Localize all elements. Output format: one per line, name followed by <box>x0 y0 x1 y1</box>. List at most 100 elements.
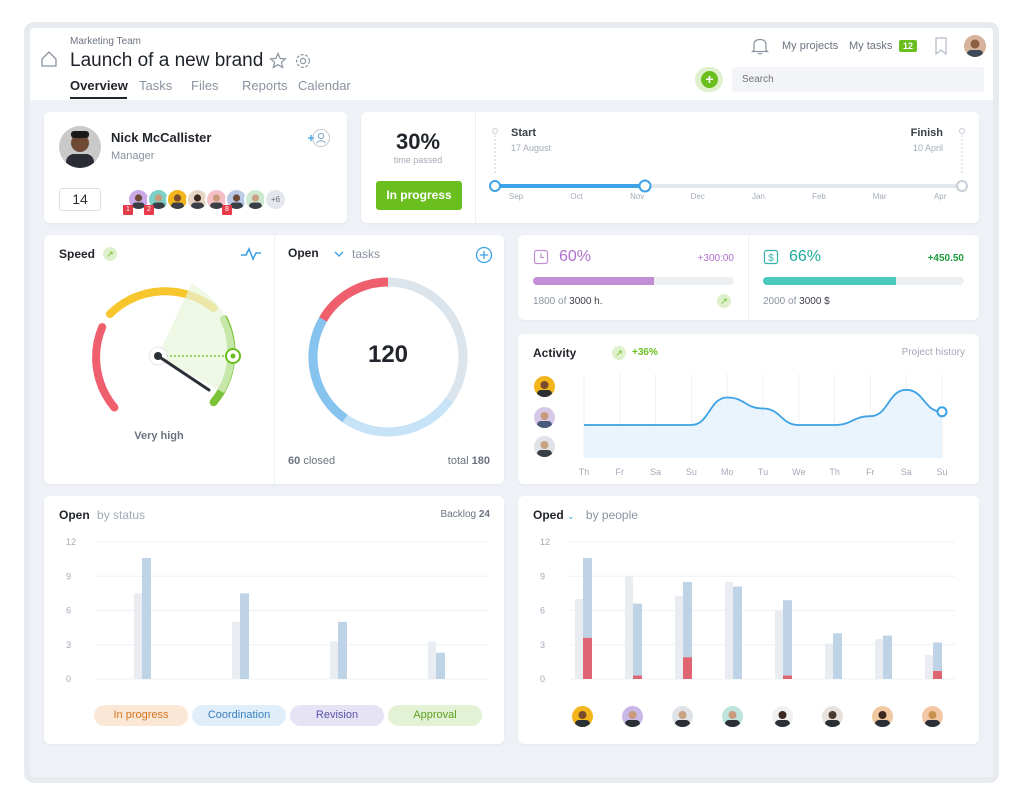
activity-day-label: Th <box>829 467 840 477</box>
person-avatar[interactable] <box>822 706 843 727</box>
person-avatar[interactable] <box>622 706 643 727</box>
y-tick-label: 3 <box>540 640 545 650</box>
search-input[interactable] <box>732 67 972 92</box>
member-avatar[interactable] <box>244 188 267 211</box>
total-summary: total 180 <box>448 455 490 467</box>
home-icon[interactable] <box>40 50 58 68</box>
bar-light <box>875 639 883 679</box>
timeline-end-handle <box>956 180 968 192</box>
user-avatar[interactable] <box>964 35 986 57</box>
bar-blue <box>142 557 151 679</box>
by-people-subtitle: by people <box>585 508 638 522</box>
bar-light <box>925 655 933 679</box>
by-status-bar-chart: 12 9 6 3 0 <box>66 537 489 684</box>
hours-percent: 60% <box>559 248 592 265</box>
status-pill-coordination[interactable]: Coordination <box>192 705 286 726</box>
clock-icon <box>533 249 549 265</box>
tab-overview[interactable]: Overview <box>70 78 128 93</box>
add-button[interactable]: + <box>695 67 723 92</box>
person-avatar[interactable] <box>722 706 743 727</box>
team-label[interactable]: Marketing Team <box>70 36 141 47</box>
person-avatar[interactable] <box>922 706 943 727</box>
bar-light <box>625 576 633 679</box>
activity-day-label: Mo <box>721 467 734 477</box>
tab-files[interactable]: Files <box>191 78 219 93</box>
gear-icon[interactable] <box>294 52 312 70</box>
timeline-track <box>489 128 968 193</box>
bar-red <box>783 675 792 679</box>
status-button[interactable]: In progress <box>376 181 462 210</box>
bar-light <box>825 643 833 679</box>
star-icon[interactable] <box>269 52 287 70</box>
bookmark-icon[interactable] <box>934 36 948 56</box>
search-box[interactable] <box>732 67 984 92</box>
timeline-month-label: Mar <box>872 192 887 201</box>
timeline-month-label: Apr <box>933 192 947 201</box>
activity-person-avatar[interactable] <box>534 407 555 428</box>
speed-gauge <box>92 283 241 412</box>
activity-last-point <box>936 406 948 418</box>
manager-avatar[interactable] <box>59 126 101 168</box>
y-tick-label: 12 <box>66 537 76 547</box>
trend-up-icon: ↗ <box>612 346 626 360</box>
page-title: Launch of a new brand <box>70 50 264 71</box>
timeline-card: 30% time passed In progress Start 17 Aug… <box>361 112 979 223</box>
tab-tasks[interactable]: Tasks <box>139 78 173 93</box>
bar-blue <box>733 586 742 679</box>
person-avatar[interactable] <box>772 706 793 727</box>
status-pill-in-progress[interactable]: In progress <box>94 705 188 726</box>
closed-summary: 60 closed <box>288 455 335 467</box>
timeline-month-label: Nov <box>630 192 645 201</box>
hours-total: 3000 h. <box>569 296 603 307</box>
by-people-card: Oped ⌄ by people 12 9 6 3 0 <box>518 496 979 744</box>
bar-red <box>583 637 592 679</box>
backlog-summary[interactable]: Backlog 24 <box>441 509 490 520</box>
project-history-link[interactable]: Project history <box>901 347 965 358</box>
app-frame: Marketing Team Launch of a new brand Ove… <box>24 22 999 783</box>
tasks-total-value: 120 <box>367 341 409 368</box>
manager-name[interactable]: Nick McCallister <box>111 130 212 145</box>
bar-blue <box>883 635 892 679</box>
my-tasks-link[interactable]: My tasks <box>849 40 893 52</box>
timeline-month-label: Dec <box>690 192 705 201</box>
by-status-heading: Open by status <box>59 508 145 522</box>
divider <box>274 235 275 484</box>
finish-date: 10 April <box>912 143 943 153</box>
tab-calendar[interactable]: Calendar <box>298 78 351 93</box>
bell-icon[interactable] <box>750 36 770 56</box>
timeline-month-label: Feb <box>812 192 826 201</box>
activity-person-avatar[interactable] <box>534 436 555 457</box>
activity-day-label: Th <box>579 467 590 477</box>
chevron-down-icon[interactable]: ⌄ <box>567 511 575 521</box>
time-passed-label: time passed <box>393 155 443 165</box>
add-member-icon[interactable] <box>306 128 330 150</box>
bar-red <box>933 671 942 679</box>
status-pill-approval[interactable]: Approval <box>388 705 482 726</box>
budget-progress-bar <box>763 277 964 285</box>
y-tick-label: 3 <box>66 640 71 650</box>
person-avatar[interactable] <box>872 706 893 727</box>
closed-count: 60 <box>288 455 301 467</box>
budget-summary: 2000 of 3000 $ <box>763 296 830 307</box>
activity-person-avatar[interactable] <box>534 376 555 397</box>
status-pill-revision[interactable]: Revision <box>290 705 384 726</box>
add-task-icon[interactable] <box>475 246 493 264</box>
divider <box>475 112 476 223</box>
bar-blue <box>338 621 347 679</box>
my-projects-link[interactable]: My projects <box>782 40 839 52</box>
speed-open-card: Speed ↗ Very high Open tasks <box>44 235 504 484</box>
bar-blue <box>240 593 249 679</box>
chevron-down-icon[interactable] <box>334 250 344 258</box>
tab-reports[interactable]: Reports <box>242 78 288 93</box>
y-tick-label: 6 <box>66 606 71 616</box>
backlog-count: 24 <box>478 509 490 520</box>
person-avatar[interactable] <box>572 706 593 727</box>
more-members-chip[interactable]: +6 <box>264 188 287 211</box>
person-avatar[interactable] <box>672 706 693 727</box>
by-people-title[interactable]: Oped <box>533 508 564 522</box>
open-filter[interactable]: tasks <box>352 247 381 261</box>
hours-delta: +300:00 <box>697 253 734 264</box>
pulse-icon[interactable] <box>240 247 262 261</box>
manager-card: Nick McCallister Manager 14 +6 1 2 8 <box>44 112 347 223</box>
bar-light <box>725 581 733 679</box>
